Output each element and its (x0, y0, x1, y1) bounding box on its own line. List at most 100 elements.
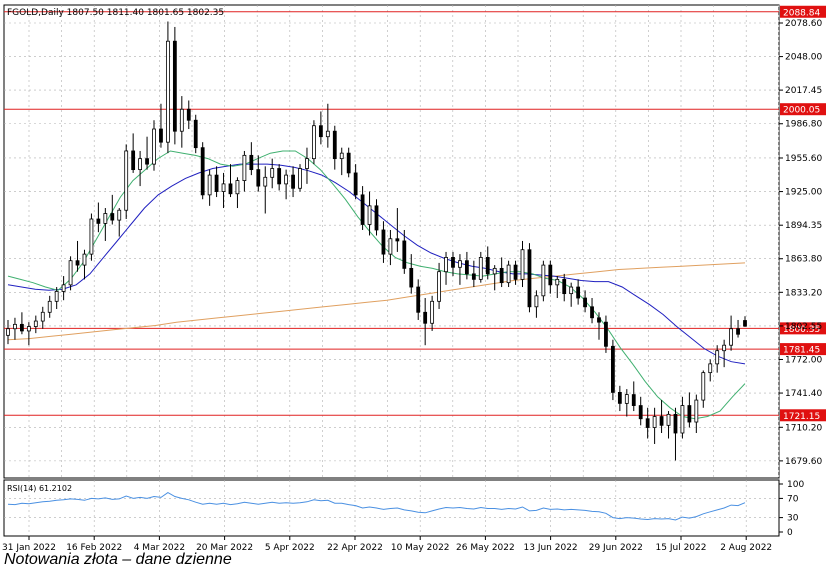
candle-up (367, 205, 372, 225)
y-tick-label: 1679.60 (785, 457, 822, 467)
candle-up (680, 405, 685, 434)
candle-down (395, 238, 400, 242)
candle-up (284, 174, 289, 185)
level-label-bg (780, 343, 826, 356)
candle-up (666, 413, 671, 426)
level-label-bg (780, 5, 826, 18)
y-tick-label: 1894.35 (785, 221, 822, 231)
y-tick-label: 1741.40 (785, 389, 822, 399)
candle-up (235, 180, 240, 195)
y-tick-label: 1802.55 (785, 322, 822, 332)
candle-down (249, 154, 254, 171)
candle-up (715, 350, 720, 365)
candle-down (75, 260, 80, 266)
y-tick-label: 1772.00 (785, 355, 822, 365)
candle-down (673, 413, 678, 434)
candle-up (388, 238, 393, 255)
price-axis: 2078.60 2048.00 2017.45 1986.80 1955.60 1925.… (779, 19, 822, 467)
candle-down (332, 130, 337, 160)
ma-fast-line (7, 150, 746, 420)
candle-up (82, 253, 87, 266)
candle-down (256, 169, 261, 187)
candle-down (464, 260, 469, 275)
candle-down (291, 174, 295, 189)
candle-up (430, 300, 435, 324)
candle-down (159, 128, 163, 143)
candle-up (305, 158, 309, 169)
x-tick-label: 16 Feb 2022 (66, 543, 122, 553)
level-label: 1800.35 (783, 325, 820, 335)
candle-down (96, 218, 101, 224)
candle-up (242, 154, 247, 181)
candle-down (409, 267, 414, 288)
candle-down (346, 152, 351, 174)
candle-up (103, 213, 108, 224)
ma-slow-line (7, 262, 746, 341)
candle-down (277, 168, 282, 185)
y-tick-label: 1925.00 (785, 188, 822, 198)
candle-up (325, 130, 330, 138)
candle-down (590, 306, 594, 319)
candle-up (541, 264, 546, 297)
candle-down (562, 278, 567, 295)
rsi-tick-label: 100 (787, 480, 804, 490)
candle-down (193, 119, 198, 149)
candle-down (20, 323, 24, 332)
candle-down (228, 183, 233, 195)
level-label-bg (780, 322, 826, 335)
x-tick-label: 22 Apr 2022 (327, 543, 383, 553)
y-tick-label: 2078.60 (785, 19, 822, 29)
candle-up (26, 326, 31, 332)
rsi-line (7, 492, 746, 521)
rsi-label: RSI(14) 61.2102 (7, 484, 72, 493)
candle-down (617, 391, 622, 404)
candle-up (569, 286, 574, 295)
candle-up (61, 284, 66, 292)
candle-down (381, 229, 386, 255)
y-tick-label: 1986.80 (785, 120, 822, 130)
rsi-tick-label: 0 (787, 528, 793, 538)
candle-up (437, 271, 441, 302)
candle-down (645, 418, 650, 428)
x-tick-label: 26 May 2022 (456, 543, 515, 553)
rsi-tick-label: 30 (787, 514, 799, 524)
candle-down (131, 150, 136, 171)
candle-up (33, 320, 38, 327)
candle-down (110, 213, 115, 221)
x-tick-label: 20 Mar 2022 (196, 543, 253, 553)
candle-up (166, 40, 170, 143)
symbol-header: FGOLD,Daily 1807.50 1811.40 1801.65 1802… (7, 8, 224, 18)
candle-down (527, 249, 532, 308)
candle-up (652, 416, 657, 428)
candle-down (145, 158, 149, 165)
candle-down (353, 172, 358, 196)
candle-up (722, 344, 727, 352)
candle-up (624, 394, 629, 404)
candle-down (499, 267, 504, 284)
candle-up (694, 399, 699, 423)
level-label-bg (780, 103, 826, 116)
x-tick-label: 2 Aug 2022 (720, 543, 772, 553)
candle-down (583, 297, 587, 308)
candle-up (312, 125, 316, 160)
rsi-panel: 100 70 30 0 (4, 480, 804, 538)
y-tick-label: 2048.00 (785, 53, 822, 63)
candle-down (687, 405, 692, 423)
candle-up (117, 209, 122, 221)
candle-up (458, 260, 462, 268)
candle-down (186, 108, 191, 121)
candle-up (339, 152, 344, 160)
time-axis: 31 Jan 2022 16 Feb 2022 4 Mar 2022 20 Mar 2… (2, 536, 772, 553)
y-tick-label: 1710.20 (785, 423, 822, 433)
candle-down (485, 257, 490, 275)
candle-up (492, 267, 497, 275)
candle-down (576, 286, 581, 299)
candle-up (520, 249, 525, 280)
level-label: 2088.84 (783, 8, 820, 18)
x-tick-label: 15 Jul 2022 (656, 543, 707, 553)
candle-up (221, 183, 226, 192)
horizontal-levels: 2088.84 2000.05 1800.35 1781.45 1721.15 (4, 5, 826, 422)
x-tick-label: 10 May 2022 (391, 543, 450, 553)
candle-up (444, 257, 448, 273)
